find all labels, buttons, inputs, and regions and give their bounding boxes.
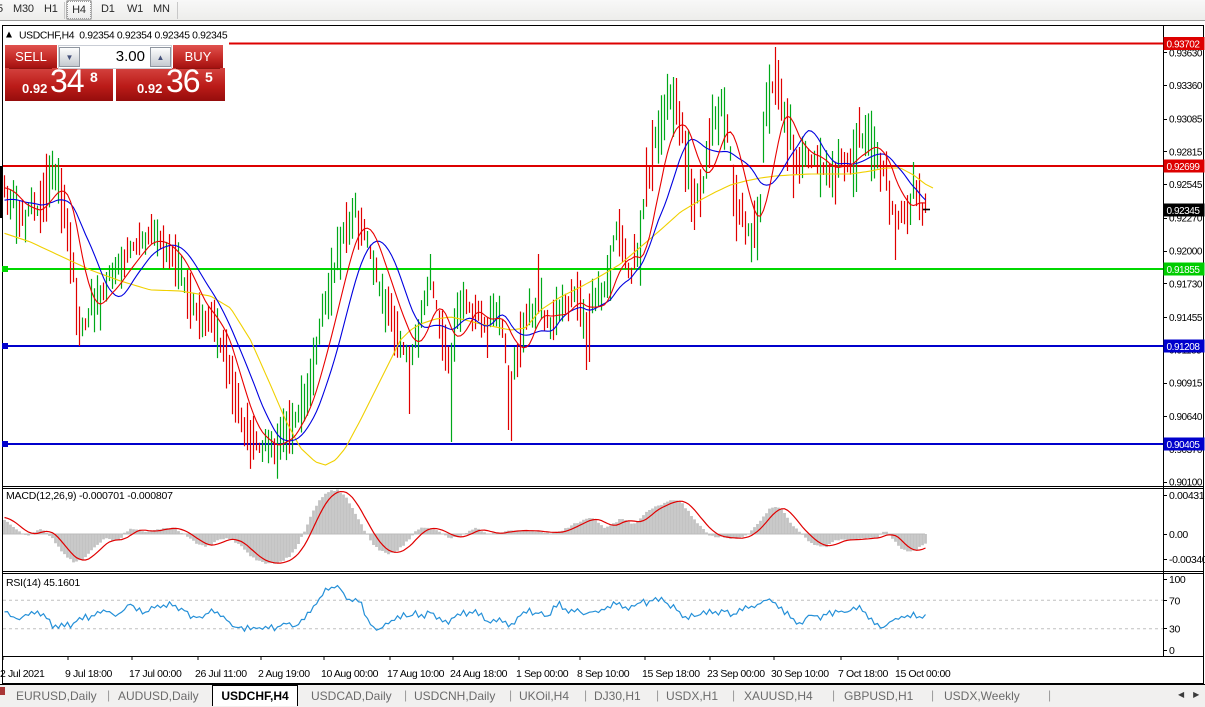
svg-text:100: 100 <box>1169 574 1186 586</box>
svg-text:0.92000: 0.92000 <box>1169 247 1203 258</box>
svg-text:0.90640: 0.90640 <box>1169 412 1203 423</box>
svg-text:23 Sep 00:00: 23 Sep 00:00 <box>707 668 765 680</box>
svg-text:26 Jul 11:00: 26 Jul 11:00 <box>195 668 247 680</box>
svg-text:0.91730: 0.91730 <box>1169 279 1203 290</box>
svg-text:RSI(14) 45.1601: RSI(14) 45.1601 <box>6 577 80 589</box>
svg-text:30 Sep 10:00: 30 Sep 10:00 <box>771 668 829 680</box>
svg-text:0.91855: 0.91855 <box>1167 265 1201 276</box>
svg-text:0.93360: 0.93360 <box>1169 81 1203 92</box>
svg-text:24 Aug 18:00: 24 Aug 18:00 <box>450 668 508 680</box>
svg-text:70: 70 <box>1169 595 1180 607</box>
svg-text:0.00431: 0.00431 <box>1169 490 1205 502</box>
svg-text:0.93630: 0.93630 <box>1169 48 1203 59</box>
svg-text:30: 30 <box>1169 624 1180 636</box>
svg-text:0.92545: 0.92545 <box>1169 180 1203 191</box>
svg-text:0.90915: 0.90915 <box>1169 379 1203 390</box>
svg-text:10 Aug 00:00: 10 Aug 00:00 <box>321 668 379 680</box>
svg-text:9 Jul 18:00: 9 Jul 18:00 <box>65 668 113 680</box>
svg-text:7 Oct 18:00: 7 Oct 18:00 <box>838 668 888 680</box>
svg-text:0.92345: 0.92345 <box>1167 206 1201 217</box>
svg-text:0.91455: 0.91455 <box>1169 313 1203 324</box>
svg-text:15 Oct 00:00: 15 Oct 00:00 <box>895 668 951 680</box>
svg-text:0.00: 0.00 <box>1169 529 1188 541</box>
svg-text:17 Aug 10:00: 17 Aug 10:00 <box>387 668 445 680</box>
svg-text:0.90405: 0.90405 <box>1167 440 1201 451</box>
svg-text:MACD(12,26,9) -0.000701 -0.000: MACD(12,26,9) -0.000701 -0.000807 <box>6 490 173 502</box>
svg-text:0.92815: 0.92815 <box>1169 147 1203 158</box>
svg-text:17 Jul 00:00: 17 Jul 00:00 <box>129 668 182 680</box>
svg-text:0.93085: 0.93085 <box>1169 115 1203 126</box>
svg-text:15 Sep 18:00: 15 Sep 18:00 <box>642 668 700 680</box>
svg-text:USDCHF,H4 0.92354 0.92354 0.9: USDCHF,H4 0.92354 0.92354 0.92345 0.9234… <box>19 31 228 42</box>
svg-text:2 Aug 19:00: 2 Aug 19:00 <box>258 668 310 680</box>
svg-text:0.93702: 0.93702 <box>1167 39 1201 50</box>
svg-text:0.92270: 0.92270 <box>1169 214 1203 225</box>
svg-text:8 Sep 10:00: 8 Sep 10:00 <box>577 668 630 680</box>
svg-text:0.90100: 0.90100 <box>1169 478 1203 489</box>
svg-text:1 Sep 00:00: 1 Sep 00:00 <box>516 668 569 680</box>
svg-text:-0.00340: -0.00340 <box>1169 554 1205 566</box>
svg-text:0.92699: 0.92699 <box>1167 162 1201 173</box>
svg-text:2 Jul 2021: 2 Jul 2021 <box>0 668 45 680</box>
svg-text:0: 0 <box>1169 645 1175 657</box>
svg-text:0.91208: 0.91208 <box>1167 342 1201 353</box>
